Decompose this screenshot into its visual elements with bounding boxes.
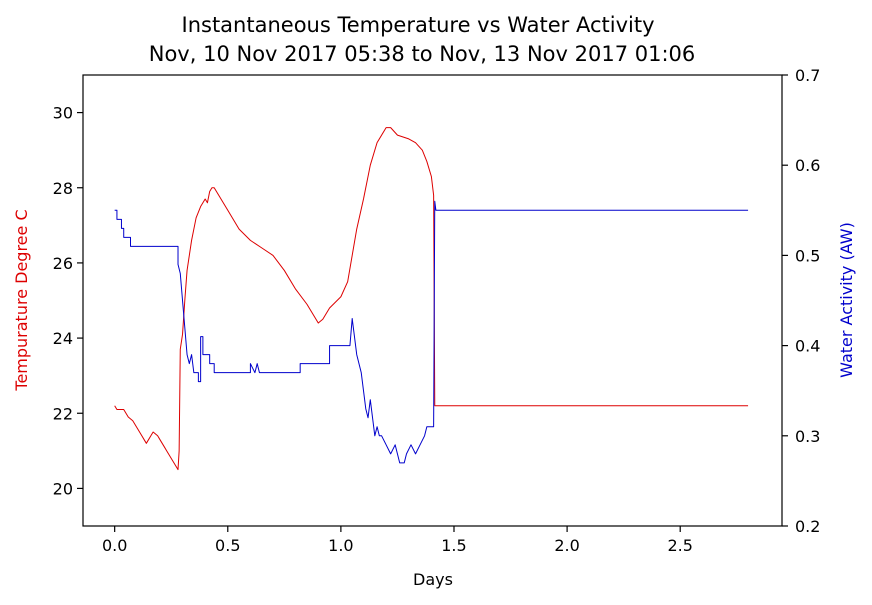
chart-subtitle: Nov, 10 Nov 2017 05:38 to Nov, 13 Nov 20… [149,42,696,66]
plot-frame [82,74,783,527]
x-tick-label: 0.0 [102,536,127,555]
x-axis-label: Days [413,570,453,589]
chart-title: Instantaneous Temperature vs Water Activ… [182,13,655,37]
x-tick-label: 0.5 [215,536,240,555]
right-tick-label: 0.3 [795,427,820,446]
right-tick-label: 0.5 [795,246,820,265]
left-tick-label: 22 [53,404,73,423]
right-tick-label: 0.2 [795,517,820,536]
left-axis-ticks: 20 22 24 26 28 30 [53,104,83,498]
x-tick-label: 1.0 [328,536,353,555]
x-tick-label: 2.5 [667,536,692,555]
right-tick-label: 0.6 [795,156,820,175]
left-tick-label: 20 [53,479,73,498]
right-tick-label: 0.7 [795,66,820,85]
left-axis-label: Tempurature Degree C [12,209,31,391]
x-axis-ticks: 0.0 0.5 1.0 1.5 2.0 2.5 [102,526,693,555]
right-axis-ticks: 0.2 0.3 0.4 0.5 0.6 0.7 [782,66,820,536]
water-activity-line [114,200,749,464]
right-tick-label: 0.4 [795,337,820,356]
left-tick-label: 26 [53,254,73,273]
x-tick-label: 1.5 [441,536,466,555]
left-tick-label: 30 [53,104,73,123]
left-tick-label: 24 [53,329,73,348]
right-axis-label: Water Activity (AW) [837,222,856,378]
x-tick-label: 2.0 [554,536,579,555]
left-tick-label: 28 [53,179,73,198]
temperature-line [114,127,749,471]
series-lines [114,127,749,471]
